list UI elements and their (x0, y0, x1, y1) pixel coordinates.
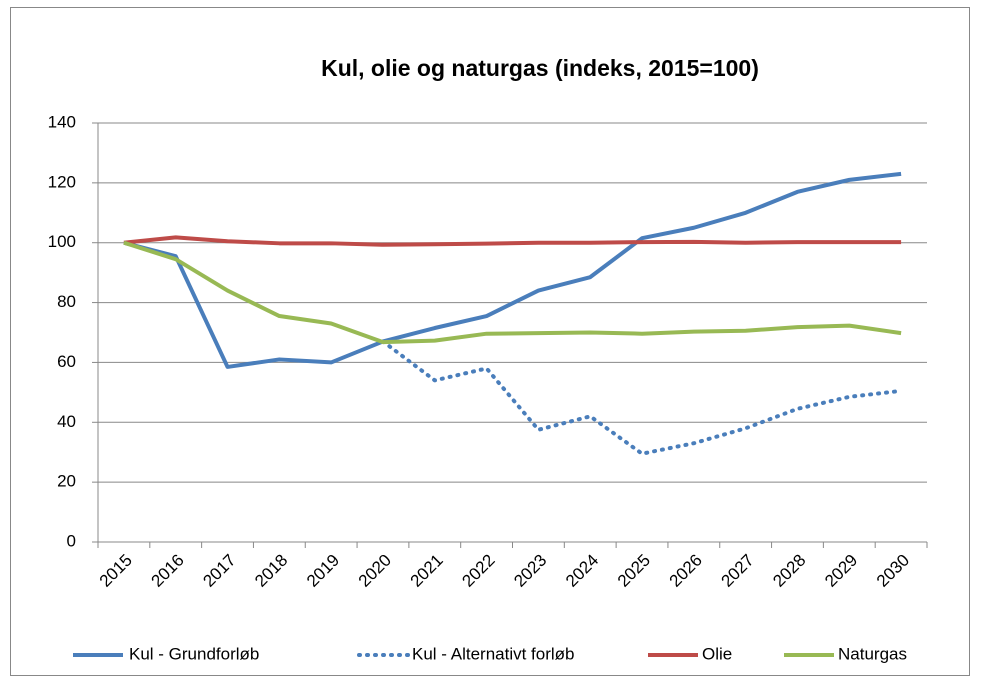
chart-border (10, 7, 970, 676)
chart-title: Kul, olie og naturgas (indeks, 2015=100) (321, 55, 759, 81)
legend-label: Naturgas (838, 644, 907, 663)
y-tick-label: 0 (67, 531, 76, 550)
series-line (380, 339, 904, 456)
legend-label: Kul - Alternativt forløb (412, 644, 575, 663)
y-tick-label: 140 (48, 112, 76, 131)
series-line (123, 171, 902, 369)
y-tick-label: 120 (48, 172, 76, 191)
y-tick-label: 40 (57, 412, 76, 431)
y-tick-label: 60 (57, 352, 76, 371)
y-tick-label: 100 (48, 232, 76, 251)
y-tick-label: 20 (57, 472, 76, 491)
series-line (123, 235, 902, 247)
legend-label: Olie (702, 644, 732, 663)
y-tick-label: 80 (57, 292, 76, 311)
legend-label: Kul - Grundforløb (129, 644, 259, 663)
series-line (123, 240, 902, 345)
